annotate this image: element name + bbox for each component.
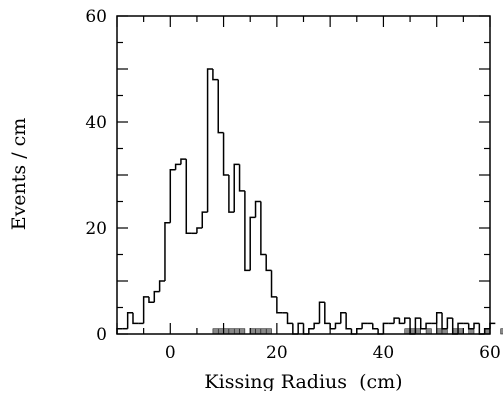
histogram-bin-11 <box>174 163 181 170</box>
histogram-bin-61 <box>441 312 448 330</box>
x-tick-label-20: 20 <box>266 343 288 363</box>
histogram-bin-70 <box>489 322 496 329</box>
histogram-bin-38 <box>318 301 325 324</box>
filled-bin-11 <box>409 328 416 335</box>
histogram-bin-30 <box>276 296 283 314</box>
filled-bin-15 <box>441 328 448 335</box>
histogram-bin-48 <box>372 323 379 330</box>
histogram-bin-36 <box>308 327 315 334</box>
filled-bin-8 <box>260 328 267 335</box>
x-tick-label-40: 40 <box>373 343 395 363</box>
histogram-bin-10 <box>169 168 176 223</box>
histogram-bin-56 <box>414 317 421 334</box>
filled-bin-3 <box>228 328 235 335</box>
histogram-bin-42 <box>340 312 347 324</box>
histogram-bin-27 <box>260 201 267 256</box>
y-tick-label-60: 60 <box>85 7 107 27</box>
histogram-bin-23 <box>238 164 245 192</box>
histogram-bin-5 <box>142 296 149 324</box>
histogram-bin-60 <box>435 312 443 324</box>
filled-bin-0 <box>212 328 219 335</box>
histogram-bin-19 <box>217 79 224 134</box>
histogram-bin-54 <box>403 317 411 324</box>
histogram-bin-18 <box>212 69 219 81</box>
histogram-bin-67 <box>473 322 480 329</box>
histogram-bin-57 <box>419 318 427 330</box>
histogram-bin-64 <box>457 322 464 334</box>
filled-bin-5 <box>239 328 246 335</box>
y-tick-label-0: 0 <box>96 325 107 345</box>
filled-bin-12 <box>415 328 421 335</box>
histogram-bin-15 <box>196 227 203 234</box>
tick-labels: 0 20 40 60 0 20 40 60 <box>85 7 500 363</box>
filled-bin-9 <box>265 328 272 335</box>
plot-frame <box>116 15 491 335</box>
histogram-bin-39 <box>324 302 331 325</box>
histogram-bin-62 <box>446 317 453 329</box>
histogram-bin-50 <box>382 322 389 334</box>
histogram-bin-35 <box>302 323 309 335</box>
histogram-bin-29 <box>270 270 277 298</box>
histogram-bin-34 <box>297 322 304 334</box>
histogram-bin-0 <box>116 327 123 334</box>
histogram-bin-33 <box>292 323 299 335</box>
histogram-bin-21 <box>228 175 235 213</box>
histogram-bin-3 <box>132 312 139 325</box>
filled-bin-13 <box>425 328 432 335</box>
x-axis-label: Kissing Radius (cm) <box>204 371 402 391</box>
filled-bin-19 <box>484 328 491 335</box>
histogram-bin-43 <box>345 312 352 330</box>
histogram-bin-2 <box>126 312 133 329</box>
histogram-bin-25 <box>249 216 256 271</box>
filled-bin-16 <box>452 328 459 335</box>
y-tick-label-40: 40 <box>85 113 107 133</box>
filled-bin-1 <box>217 328 224 335</box>
histogram-bin-53 <box>398 318 405 325</box>
histogram-bin-20 <box>222 132 229 176</box>
histogram-bin-17 <box>206 68 213 213</box>
x-tick-label-60: 60 <box>479 343 501 363</box>
histogram-bin-46 <box>361 322 368 329</box>
filled-bin-6 <box>249 328 256 335</box>
axis-ticks <box>116 15 491 335</box>
histogram-bin-22 <box>233 163 240 213</box>
histogram-bin-32 <box>286 312 293 325</box>
filled-bin-4 <box>233 328 240 335</box>
histogram-bin-49 <box>377 328 384 335</box>
filled-bin-14 <box>436 328 443 335</box>
filled-bin-20 <box>500 328 503 335</box>
histogram-bin-66 <box>467 323 475 330</box>
histogram-bin-69 <box>483 327 490 334</box>
y-axis-label: Events / cm <box>8 118 30 231</box>
x-tick-label-0: 0 <box>165 343 176 363</box>
histogram-bin-13 <box>185 159 192 235</box>
histogram-bin-8 <box>158 280 165 292</box>
histogram-bin-52 <box>393 317 400 324</box>
histogram-bin-41 <box>334 322 341 329</box>
histogram-bin-26 <box>254 200 261 218</box>
filled-bin-18 <box>468 328 475 335</box>
filled-bin-7 <box>255 328 262 335</box>
histogram-bin-12 <box>180 158 187 165</box>
histogram-bin-58 <box>425 322 432 329</box>
histogram-bin-68 <box>478 323 485 335</box>
filled-bin-2 <box>223 328 230 335</box>
histogram-bin-7 <box>153 290 160 303</box>
filled-bin-10 <box>404 328 411 335</box>
histogram-bin-28 <box>265 254 272 272</box>
histogram-bin-16 <box>201 211 208 228</box>
histogram-bin-9 <box>164 221 171 281</box>
histogram-bin-44 <box>350 328 357 335</box>
filled-bin-17 <box>457 328 464 335</box>
histogram-marks <box>116 68 503 335</box>
histogram-bin-37 <box>313 322 320 329</box>
histogram-bin-45 <box>356 327 363 334</box>
histogram-bin-6 <box>148 296 155 303</box>
histogram-bin-24 <box>244 190 251 272</box>
y-tick-label-20: 20 <box>85 219 107 239</box>
histogram-bin-40 <box>329 323 336 330</box>
